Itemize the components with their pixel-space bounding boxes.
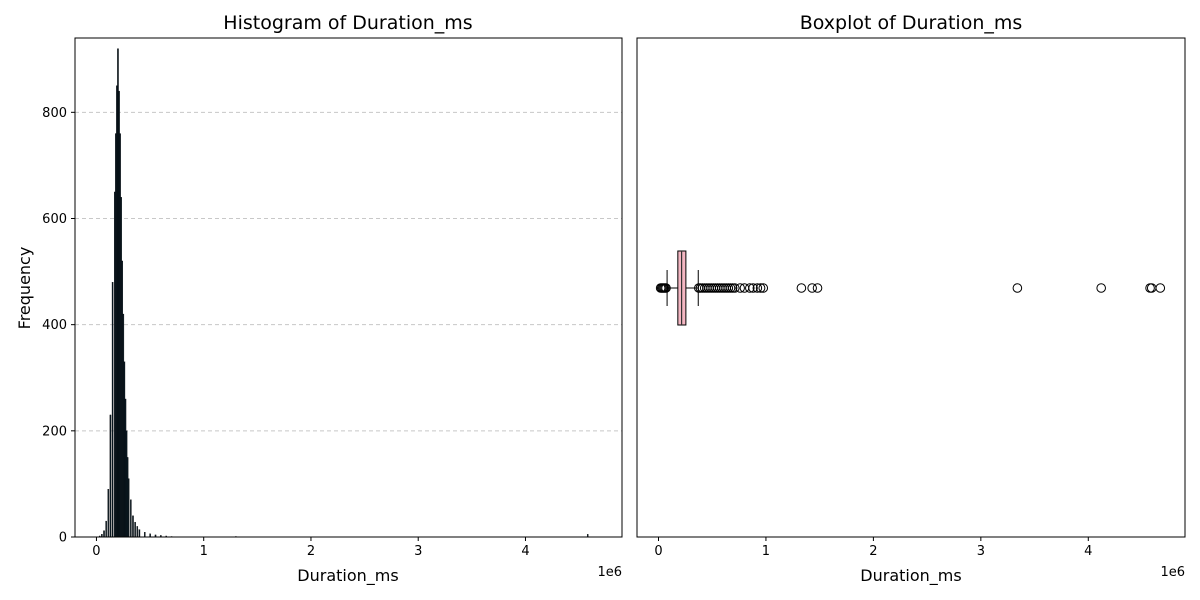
histogram-frame [74,37,623,538]
boxplot-outlier [735,283,745,293]
histogram-y-ticks: 0 200 400 600 800 [42,106,75,546]
histogram-panel: Histogram of Duration_ms 0 1 2 3 4 0 200 400 60… [15,12,623,586]
boxplot-outlier [723,283,734,293]
histogram-bar [127,478,130,538]
boxplot-outlier [661,283,671,293]
histogram-bar [144,532,146,538]
histogram-bar [138,529,141,538]
boxplot-outlier [755,283,766,293]
boxplot-x-ticks: 0 1 2 3 4 [654,537,1092,559]
boxplot-outlier [727,283,738,293]
boxplot-x-scale-label: 1e6 [1160,565,1185,580]
boxplot-x-tick-label: 3 [977,544,985,559]
boxplot-outlier [748,283,758,293]
histogram-bar [103,530,105,538]
histogram-x-tick-label: 4 [521,544,529,559]
boxplot-outlier [729,283,740,293]
histogram-y-tick-label: 600 [42,212,67,227]
boxplot-x-tick-label: 4 [1084,544,1092,559]
boxplot-outlier [796,283,807,293]
boxplot-outlier [752,283,763,293]
histogram-title: Histogram of Duration_ms [223,12,472,34]
boxplot-outlier [807,283,817,293]
histogram-x-tick-label: 2 [307,544,315,559]
boxplot-outlier [725,283,736,293]
histogram-gridlines [75,111,622,432]
histogram-y-label: Frequency [15,247,34,330]
boxplot-x-tick-label: 1 [762,544,770,559]
boxplot-outliers [655,283,1166,293]
histogram-bar [107,489,110,538]
boxplot-x-tick-label: 0 [654,544,662,559]
histogram-x-tick-label: 3 [414,544,422,559]
histogram-x-scale-label: 1e6 [597,565,622,580]
histogram-y-tick-label: 0 [59,531,67,546]
boxplot-frame [636,37,1186,538]
histogram-bar [130,499,132,538]
histogram-bar [136,526,139,538]
boxplot-box-group [666,250,699,326]
boxplot-x-tick-label: 2 [869,544,877,559]
histogram-bar [111,282,114,538]
histogram-y-tick-label: 400 [42,318,67,333]
histogram-x-label: Duration_ms [297,566,398,586]
histogram-x-ticks: 0 1 2 3 4 [92,537,530,559]
boxplot-outlier [758,283,769,293]
histogram-bars [98,48,589,538]
boxplot-outlier [1096,283,1106,293]
boxplot-outlier [1155,283,1166,293]
boxplot-outlier [1012,283,1023,293]
histogram-x-tick-label: 1 [200,544,208,559]
histogram-y-tick-label: 800 [42,106,67,121]
histogram-bar [105,520,107,538]
boxplot-panel: Boxplot of Duration_ms 0 1 2 3 4 Duration_ms… [636,12,1186,586]
histogram-x-tick-label: 0 [92,544,100,559]
histogram-y-tick-label: 200 [42,424,67,439]
boxplot-outlier [745,283,755,293]
histogram-bar [132,515,134,538]
boxplot-title: Boxplot of Duration_ms [800,12,1023,34]
histogram-bar [134,521,136,538]
boxplot-outlier [812,283,823,293]
boxplot-x-label: Duration_ms [860,566,961,586]
histogram-bar [109,414,112,538]
